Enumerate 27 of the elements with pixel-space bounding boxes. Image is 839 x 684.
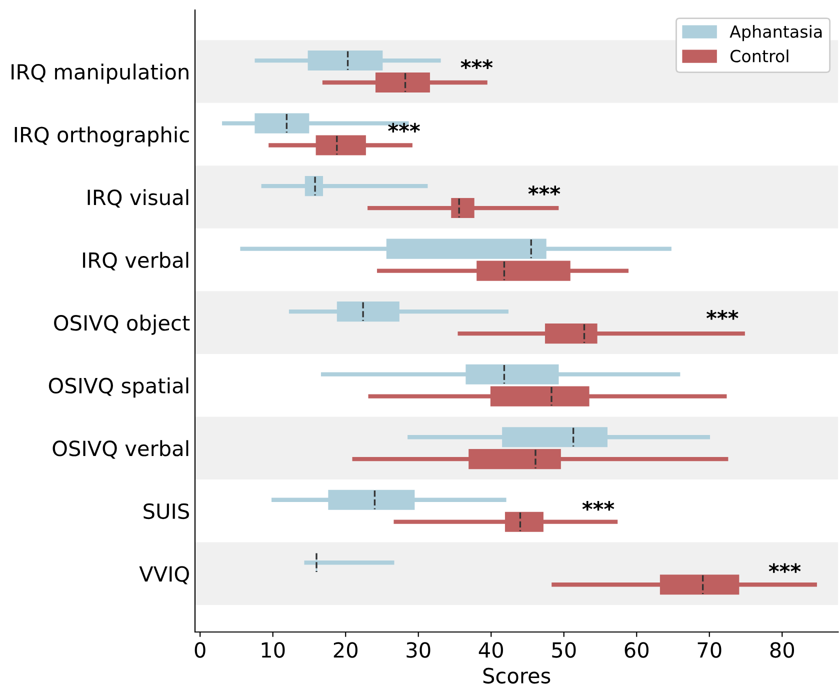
annotation: ***	[706, 310, 738, 320]
annotation: ***	[460, 59, 493, 70]
x-tick-label: 0	[194, 642, 206, 658]
annotation: ***	[582, 500, 614, 511]
y-tick-label: SUIS	[144, 503, 189, 520]
x-tick-label: 60	[624, 642, 648, 658]
x-tick-label: 50	[552, 642, 576, 658]
x-tick-label: 40	[478, 642, 503, 658]
x-tick-label: 80	[770, 642, 794, 658]
x-tick-label: 10	[262, 642, 285, 658]
y-tick-label: IRQ manipulation	[12, 64, 188, 84]
y-tick-label: OSIVQ verbal	[52, 440, 188, 459]
y-tick-label: OSIVQ object	[54, 314, 190, 335]
y-tick-label: IRQ orthographic	[14, 126, 189, 147]
legend-label: Aphantasia	[730, 25, 822, 42]
y-tick-label: OSIVQ spatial	[48, 377, 188, 398]
x-tick-label: 20	[334, 642, 358, 658]
x-tick-label: 30	[406, 642, 430, 658]
x-tick-label: 70	[698, 642, 722, 658]
annotation: ***	[768, 563, 801, 573]
y-tick-label: IRQ visual	[88, 189, 188, 208]
annotation: ***	[528, 186, 560, 196]
legend-label: Control	[730, 49, 788, 62]
y-tick-label: VVIQ	[139, 566, 189, 584]
y-tick-label: IRQ verbal	[83, 252, 188, 270]
annotation: ***	[388, 122, 420, 132]
x-axis-title: Scores	[483, 668, 550, 684]
